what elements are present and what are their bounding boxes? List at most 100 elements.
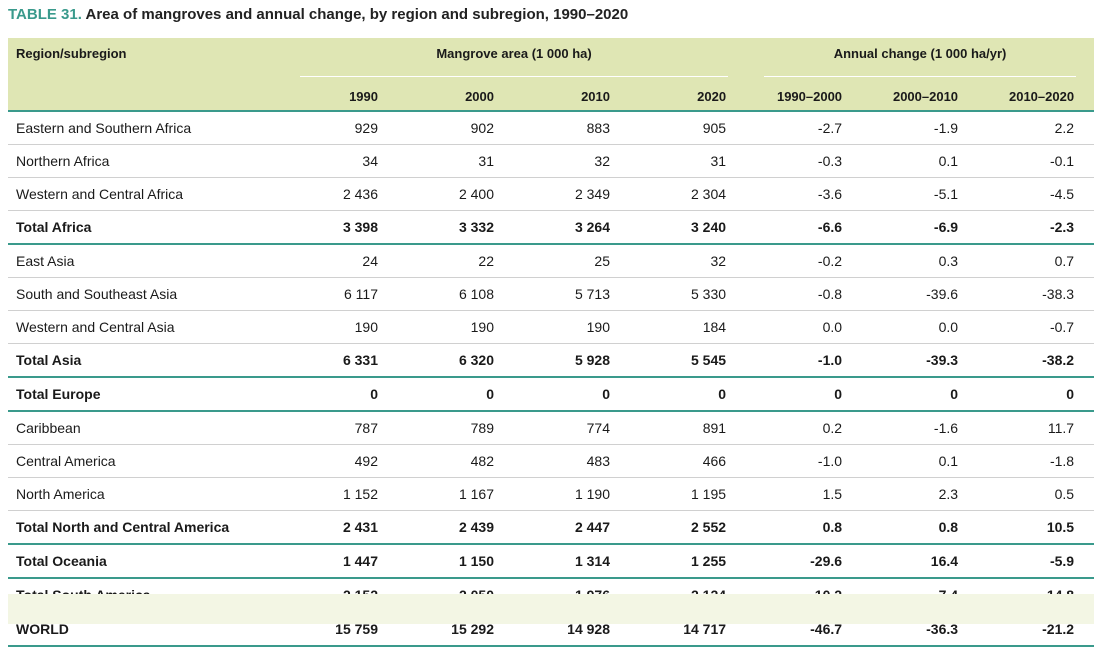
region-name-cell: Total North and Central America <box>8 510 282 545</box>
area-value-cell: 6 320 <box>398 343 514 378</box>
change-value-cell: -0.8 <box>746 277 863 311</box>
region-name-cell: Eastern and Southern Africa <box>8 111 282 145</box>
mangrove-table: Region/subregion Mangrove area (1 000 ha… <box>8 38 1095 647</box>
period-header: 1990–2000 <box>746 77 863 111</box>
change-value-cell: -0.1 <box>978 144 1095 178</box>
table-container: Region/subregion Mangrove area (1 000 ha… <box>8 38 1095 647</box>
area-value-cell: 789 <box>398 411 514 445</box>
change-value-cell: 0.2 <box>746 411 863 445</box>
area-value-cell: 2 552 <box>630 510 747 545</box>
region-name-cell: East Asia <box>8 244 282 278</box>
area-value-cell: 22 <box>398 244 514 278</box>
table-row: Western and Central Africa 2 436 2 400 2 34… <box>8 177 1095 211</box>
change-value-cell: 0.1 <box>862 144 979 178</box>
region-name-cell: Central America <box>8 444 282 478</box>
change-value-cell: 0.0 <box>862 310 979 344</box>
table-row: Central America 492 482 483 466 -1.0 0.1 -1.8 <box>8 444 1095 478</box>
area-value-cell: 0 <box>630 377 747 412</box>
change-value-cell: -39.3 <box>862 343 979 378</box>
change-value-cell: 2.3 <box>862 477 979 511</box>
change-value-cell: 1.5 <box>746 477 863 511</box>
area-value-cell: 492 <box>282 444 398 478</box>
area-value-cell: 6 331 <box>282 343 398 378</box>
area-value-cell: 184 <box>630 310 747 344</box>
area-value-cell: 5 330 <box>630 277 747 311</box>
change-value-cell: -1.8 <box>978 444 1095 478</box>
annual-change-group-label: Annual change (1 000 ha/yr) <box>833 46 1007 61</box>
change-value-cell: -3.6 <box>746 177 863 211</box>
change-value-cell: -6.9 <box>862 210 979 245</box>
area-value-cell: 2 400 <box>398 177 514 211</box>
change-value-cell: 0.0 <box>746 310 863 344</box>
area-value-cell: 32 <box>630 244 747 278</box>
table-caption: TABLE 31. Area of mangroves and annual c… <box>8 6 628 23</box>
change-value-cell: 11.7 <box>978 411 1095 445</box>
area-value-cell: 2 436 <box>282 177 398 211</box>
area-value-cell: 3 264 <box>514 210 630 245</box>
area-value-cell: 483 <box>514 444 630 478</box>
region-name-cell: Total Europe <box>8 377 282 412</box>
change-value-cell: -5.9 <box>978 544 1095 579</box>
table-row: North America 1 152 1 167 1 190 1 195 1.5 2.3 0… <box>8 477 1095 511</box>
change-value-cell: 0.3 <box>862 244 979 278</box>
table-body: Eastern and Southern Africa 929 902 883 905-… <box>8 111 1095 647</box>
area-value-cell: 31 <box>398 144 514 178</box>
change-value-cell: 0.8 <box>746 510 863 545</box>
change-value-cell: -38.3 <box>978 277 1095 311</box>
change-value-cell: -0.3 <box>746 144 863 178</box>
change-value-cell: -1.0 <box>746 444 863 478</box>
area-value-cell: 787 <box>282 411 398 445</box>
region-name-cell: Total Oceania <box>8 544 282 579</box>
area-value-cell: 905 <box>630 111 747 145</box>
area-value-cell: 190 <box>282 310 398 344</box>
area-value-cell: 25 <box>514 244 630 278</box>
mangrove-area-group-label: Mangrove area (1 000 ha) <box>436 46 592 61</box>
area-value-cell: 774 <box>514 411 630 445</box>
year-header: 2020 <box>630 77 747 111</box>
area-value-cell: 1 167 <box>398 477 514 511</box>
area-value-cell: 6 117 <box>282 277 398 311</box>
change-value-cell: -29.6 <box>746 544 863 579</box>
table-total-row: Total Europe 0 0 0 0 0 0 0 <box>8 377 1095 412</box>
change-value-cell: -0.2 <box>746 244 863 278</box>
table-header: Region/subregion Mangrove area (1 000 ha… <box>8 38 1095 111</box>
area-value-cell: 0 <box>398 377 514 412</box>
area-value-cell: 1 150 <box>398 544 514 579</box>
area-value-cell: 34 <box>282 144 398 178</box>
year-header: 2010 <box>514 77 630 111</box>
change-value-cell: 0.7 <box>978 244 1095 278</box>
area-value-cell: 2 304 <box>630 177 747 211</box>
region-name-cell: Caribbean <box>8 411 282 445</box>
period-header: 2000–2010 <box>862 77 979 111</box>
change-value-cell: -0.7 <box>978 310 1095 344</box>
change-value-cell: -2.3 <box>978 210 1095 245</box>
region-name-cell: Total Asia <box>8 343 282 378</box>
change-value-cell: 0.1 <box>862 444 979 478</box>
table-row: Caribbean 787 789 774 891 0.2 -1.6 11.7 <box>8 411 1095 445</box>
table-total-row: Total Oceania 1 447 1 150 1 314 1 255 -29.6 16… <box>8 544 1095 579</box>
change-value-cell: 16.4 <box>862 544 979 579</box>
area-value-cell: 3 398 <box>282 210 398 245</box>
region-name-cell: Western and Central Asia <box>8 310 282 344</box>
change-value-cell: -5.1 <box>862 177 979 211</box>
change-value-cell: -4.5 <box>978 177 1095 211</box>
change-value-cell: 0 <box>862 377 979 412</box>
area-value-cell: 3 332 <box>398 210 514 245</box>
change-value-cell: -1.6 <box>862 411 979 445</box>
table-title: Area of mangroves and annual change, by … <box>81 6 629 23</box>
region-name-cell: South and Southeast Asia <box>8 277 282 311</box>
table-row: Northern Africa 34 31 32 31 -0.3 0.1 -0.1 <box>8 144 1095 178</box>
area-value-cell: 929 <box>282 111 398 145</box>
area-value-cell: 2 439 <box>398 510 514 545</box>
area-value-cell: 5 545 <box>630 343 747 378</box>
area-value-cell: 190 <box>514 310 630 344</box>
area-value-cell: 5 713 <box>514 277 630 311</box>
change-value-cell: 0.5 <box>978 477 1095 511</box>
area-value-cell: 0 <box>514 377 630 412</box>
region-name-cell: Northern Africa <box>8 144 282 178</box>
region-column-header: Region/subregion <box>8 38 282 77</box>
area-value-cell: 31 <box>630 144 747 178</box>
area-value-cell: 1 314 <box>514 544 630 579</box>
area-value-cell: 902 <box>398 111 514 145</box>
change-value-cell: 0 <box>746 377 863 412</box>
